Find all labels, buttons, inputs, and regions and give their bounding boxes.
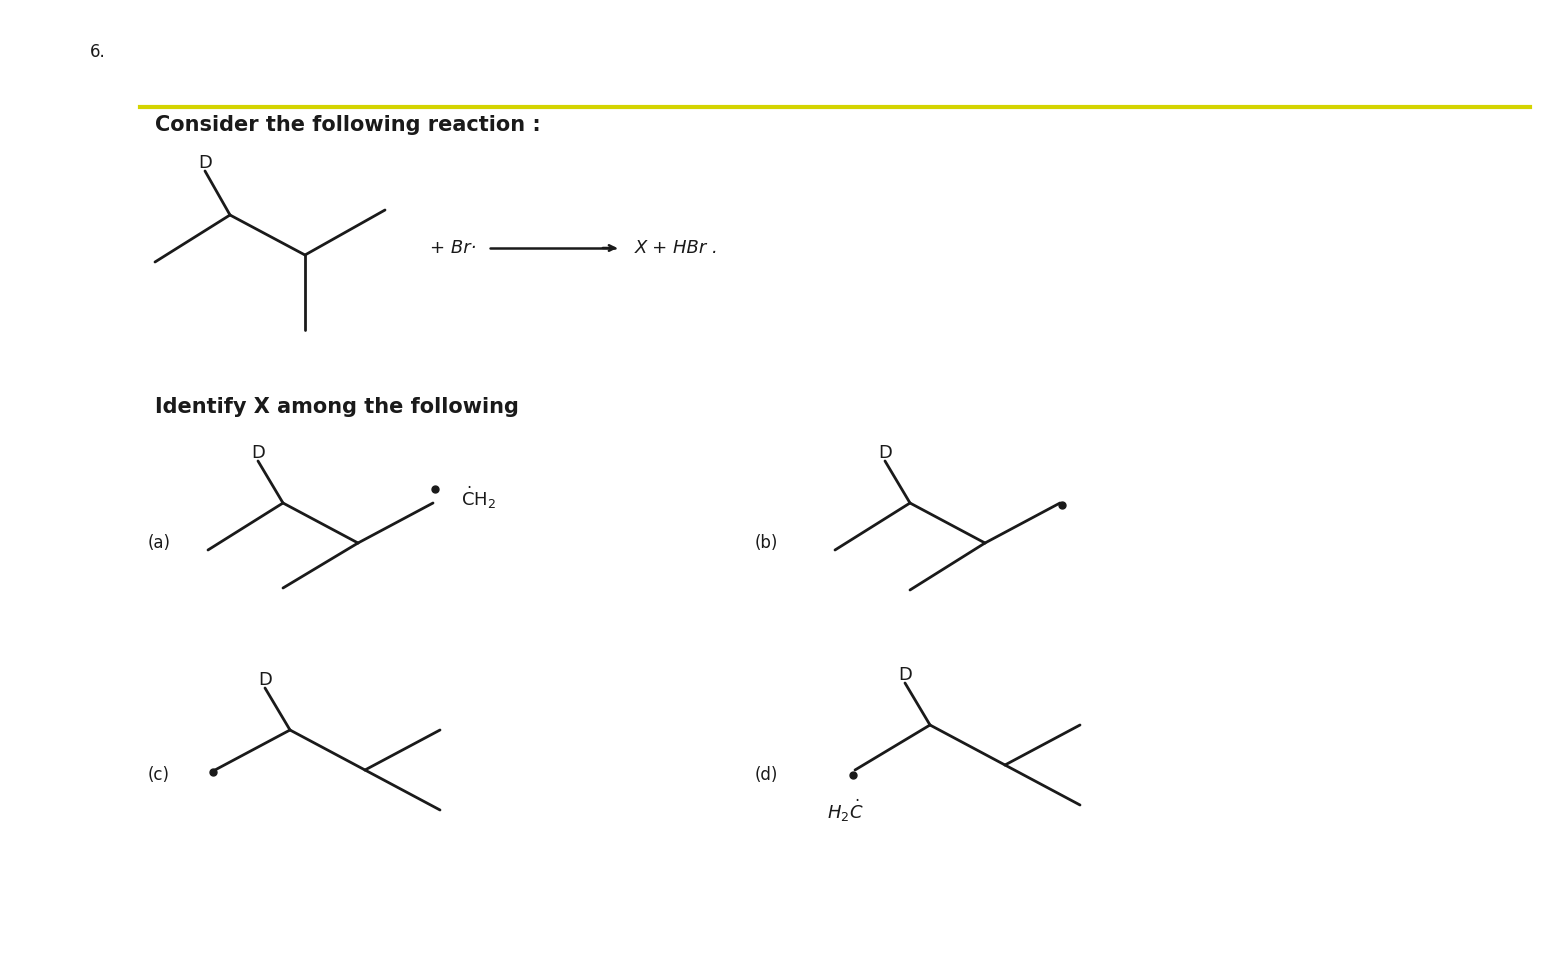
Text: D: D (897, 666, 911, 684)
Text: (d): (d) (756, 766, 779, 784)
Text: (b): (b) (756, 534, 779, 552)
Text: + Br·: + Br· (430, 239, 476, 257)
Text: Identify X among the following: Identify X among the following (156, 397, 518, 417)
Text: $\mathregular{\dot{C}H_2}$: $\mathregular{\dot{C}H_2}$ (461, 485, 497, 511)
Text: D: D (251, 444, 265, 462)
Text: D: D (877, 444, 891, 462)
Text: (c): (c) (148, 766, 170, 784)
Text: D: D (197, 154, 211, 172)
Text: X + HBr .: X + HBr . (635, 239, 719, 257)
Text: D: D (258, 671, 271, 689)
Text: (a): (a) (148, 534, 171, 552)
Text: Consider the following reaction :: Consider the following reaction : (156, 115, 541, 135)
Text: 6.: 6. (89, 43, 106, 61)
Text: $H_2\dot{C}$: $H_2\dot{C}$ (827, 798, 864, 825)
